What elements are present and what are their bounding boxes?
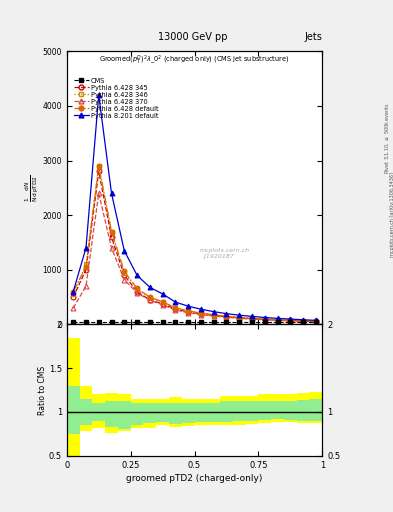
Y-axis label: Ratio to CMS: Ratio to CMS [39,366,48,415]
Text: 13000 GeV pp: 13000 GeV pp [158,32,227,42]
X-axis label: groomed pTD2 (charged-only): groomed pTD2 (charged-only) [126,474,263,483]
Text: mcplots.cern.ch
  J1920187: mcplots.cern.ch J1920187 [200,248,250,259]
Text: Groomed$(p_T^D)^2\lambda\_0^2$ (charged only) (CMS jet substructure): Groomed$(p_T^D)^2\lambda\_0^2$ (charged … [99,54,290,67]
Text: Jets: Jets [305,32,322,42]
Text: Rivet 3.1.10, $\geq$ 500k events: Rivet 3.1.10, $\geq$ 500k events [383,102,391,174]
Legend: CMS, Pythia 6.428 345, Pythia 6.428 346, Pythia 6.428 370, Pythia 6.428 default,: CMS, Pythia 6.428 345, Pythia 6.428 346,… [73,76,160,120]
Text: mcplots.cern.ch [arXiv:1306.3436]: mcplots.cern.ch [arXiv:1306.3436] [390,173,393,258]
Y-axis label: $\frac{1}{\mathrm{N}}\frac{\mathrm{d}N}{\mathrm{d}\,\mathrm{pTD2}}$: $\frac{1}{\mathrm{N}}\frac{\mathrm{d}N}{… [24,174,41,202]
